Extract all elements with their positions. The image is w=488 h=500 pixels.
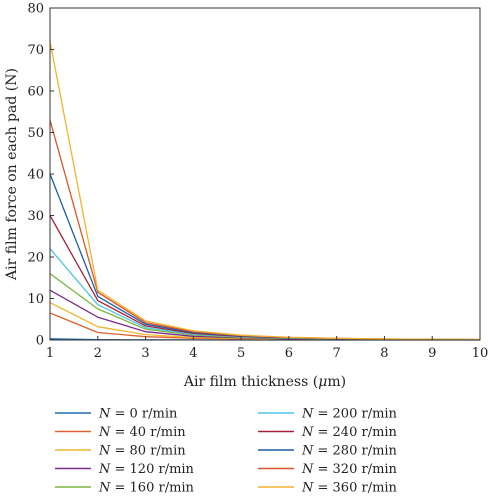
legend-label: N = 280 r/min: [301, 444, 398, 459]
x-axis-label-unit: μ: [318, 374, 327, 390]
series-line-280-rpm: [49, 173, 481, 341]
x-axis-label: Air film thickness (μm): [183, 374, 346, 390]
x-ticks: 1 2 3 4 5 6 7 8 9 10: [46, 336, 488, 361]
x-tick-label: 8: [380, 346, 388, 361]
y-tick-label: 40: [27, 168, 44, 183]
legend-label: N = 360 r/min: [301, 481, 398, 496]
legend-label: N = 320 r/min: [301, 462, 398, 477]
legend: N = 0 r/min N = 40 r/min N = 80 r/min N = 1…: [55, 407, 398, 496]
legend-label: N = 120 r/min: [98, 462, 195, 477]
legend-label: N = 80 r/min: [98, 444, 186, 459]
x-tick-label: 10: [472, 346, 488, 361]
x-tick-label: 7: [333, 346, 341, 361]
x-axis-label-post: m): [327, 374, 346, 390]
y-ticks: 0 10 20 30 40 50 60 70 80: [27, 2, 54, 349]
y-tick-label: 10: [27, 292, 44, 307]
series-line-240-rpm: [49, 215, 481, 341]
series-line-360-rpm: [49, 41, 481, 341]
legend-label: N = 40 r/min: [98, 425, 186, 440]
y-tick-label: 30: [27, 209, 44, 224]
y-tick-label: 60: [27, 85, 44, 100]
series-layer: [49, 41, 481, 341]
x-tick-label: 2: [94, 346, 102, 361]
x-tick-label: 6: [285, 346, 293, 361]
y-axis-label: Air film force on each pad (N): [4, 68, 20, 281]
y-tick-label: 20: [27, 251, 44, 266]
y-tick-label: 80: [27, 2, 44, 17]
y-tick-label: 50: [27, 126, 44, 141]
axes-frame: [49, 7, 481, 341]
x-tick-label: 3: [141, 346, 149, 361]
x-tick-label: 4: [189, 346, 197, 361]
series-line-120-rpm: [49, 289, 481, 341]
plot-area: 1 2 3 4 5 6 7 8 9 10 0 10 20 30 40 50 60 70 80: [27, 2, 488, 362]
y-tick-label: 70: [27, 43, 44, 58]
legend-label: N = 200 r/min: [301, 407, 398, 422]
x-tick-label: 9: [428, 346, 436, 361]
legend-label: N = 160 r/min: [98, 481, 195, 496]
legend-label: N = 0 r/min: [98, 407, 178, 422]
x-tick-label: 1: [46, 346, 54, 361]
x-axis-label-pre: Air film thickness (: [183, 374, 318, 390]
x-tick-label: 5: [237, 346, 245, 361]
legend-label: N = 240 r/min: [301, 425, 398, 440]
y-tick-label: 0: [36, 334, 44, 349]
series-line-200-rpm: [49, 248, 481, 341]
